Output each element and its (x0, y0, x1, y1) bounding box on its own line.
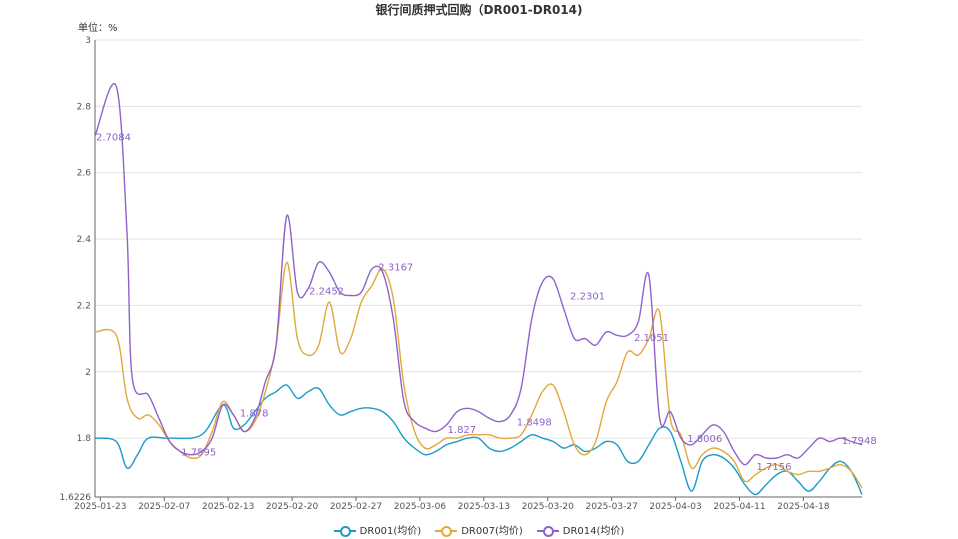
data-label: 1.827 (448, 425, 477, 436)
data-label: 2.3167 (378, 263, 413, 274)
y-tick-label: 1.8 (77, 434, 92, 444)
x-tick-label: 2025-01-23 (74, 502, 126, 512)
data-label: 1.7156 (756, 462, 791, 473)
x-tick-label: 2025-02-20 (266, 502, 319, 512)
y-tick-label: 2.2 (77, 301, 91, 311)
y-tick-label: 2.6 (77, 169, 92, 179)
y-tick-label: 2 (85, 368, 91, 378)
x-tick-label: 2025-03-13 (458, 502, 510, 512)
data-label: 1.8006 (687, 434, 722, 445)
series-line-1 (94, 384, 863, 496)
x-tick-label: 2025-02-13 (202, 502, 254, 512)
legend-line-icon (536, 525, 559, 537)
legend-item[interactable]: DR007(均价) (435, 522, 523, 537)
legend-line-icon (435, 525, 458, 537)
legend-label: DR014(均价) (562, 526, 625, 537)
chart-title: 银行间质押式回购（DR001-DR014) (375, 3, 583, 17)
data-label: 2.1051 (634, 333, 669, 344)
legend-label: DR001(均价) (359, 526, 422, 537)
data-label: 2.2452 (309, 286, 344, 297)
y-tick-label: 2.8 (77, 102, 92, 112)
legend-item[interactable]: DR014(均价) (536, 522, 625, 537)
legend-item[interactable]: DR001(均价) (333, 522, 422, 537)
y-tick-label: 2.4 (77, 235, 92, 245)
x-tick-label: 2025-04-03 (649, 502, 701, 512)
y-tick-label: 1.6226 (60, 493, 92, 503)
y-tick-label: 3 (85, 36, 91, 46)
data-label: 1.8498 (517, 418, 552, 429)
data-label: 1.878 (240, 408, 269, 419)
data-label: 2.2301 (570, 291, 605, 302)
legend-line-icon (333, 525, 356, 537)
series-line-3 (94, 82, 863, 466)
data-label: 1.7948 (842, 436, 877, 447)
x-tick-label: 2025-03-06 (394, 502, 447, 512)
legend: DR001(均价) DR007(均价) DR014(均价) (0, 522, 958, 537)
unit-label: 单位：% (78, 23, 118, 34)
x-tick-label: 2025-02-27 (330, 502, 382, 512)
x-tick-label: 2025-02-07 (138, 502, 190, 512)
x-tick-label: 2025-04-18 (777, 502, 830, 512)
data-label: 1.7595 (181, 448, 216, 459)
x-tick-label: 2025-03-20 (522, 502, 575, 512)
data-label: 2.7084 (96, 133, 131, 144)
legend-label: DR007(均价) (461, 526, 523, 537)
x-tick-label: 2025-04-11 (713, 502, 765, 512)
x-tick-label: 2025-03-27 (586, 502, 638, 512)
